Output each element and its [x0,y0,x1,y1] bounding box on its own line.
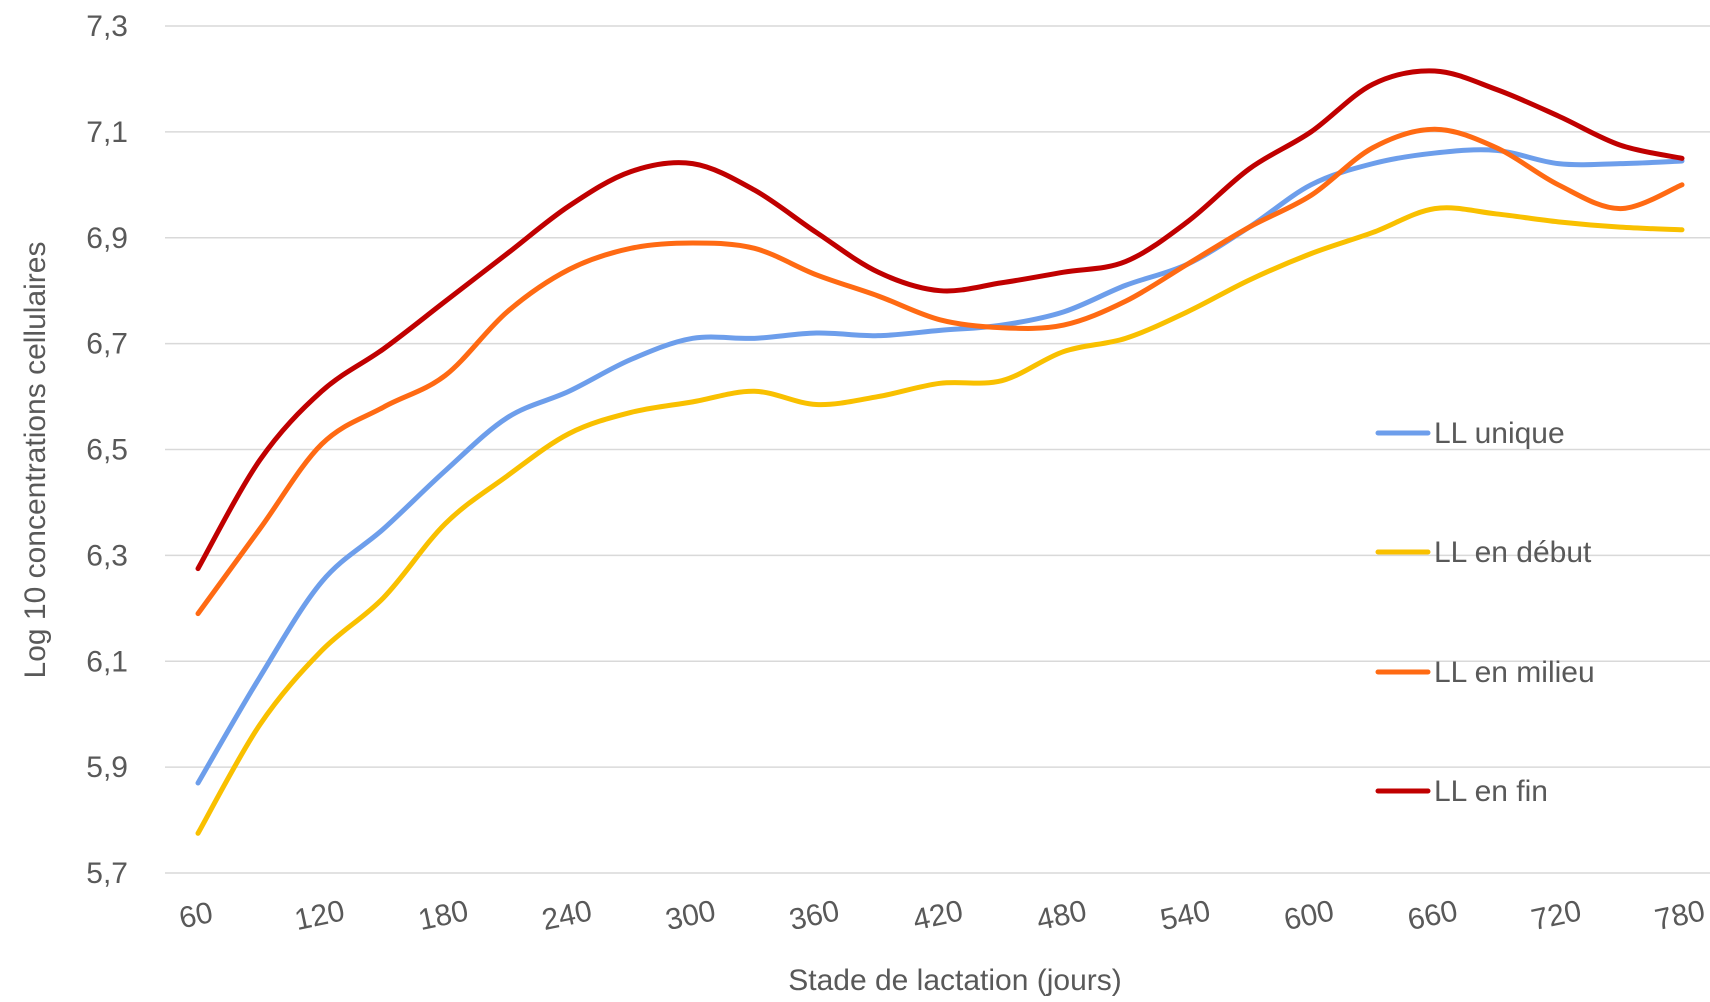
x-tick-label: 780 [1652,894,1708,937]
x-tick-label: 420 [910,894,966,937]
series-line-ll-en-milieu [195,126,1685,617]
x-tick-label: 300 [663,894,719,937]
series-line-ll-en-fin [195,68,1685,572]
y-tick-label: 6,7 [86,328,128,361]
x-tick-label: 240 [539,894,595,937]
x-tick-label: 120 [292,894,348,937]
x-tick-label: 660 [1405,894,1461,937]
x-tick-label: 720 [1528,894,1584,937]
y-tick-label: 5,7 [86,857,128,890]
x-tick-labels: 60 120 180 240 300 360 420 480 540 600 660 720 780 [176,894,1708,937]
series-line-ll-en-d-but [195,205,1685,836]
legend-label: LL en fin [1434,775,1548,808]
y-axis-title: Log 10 concentrations cellulaires [19,242,52,679]
legend-item-ll-en-fin: LL en fin [1375,775,1548,808]
x-tick-label: 360 [786,894,842,937]
x-tick-label: 180 [415,894,471,937]
x-tick-label: 480 [1034,894,1090,937]
legend-label: LL unique [1434,417,1565,450]
y-tick-labels: 5,7 5,9 6,1 6,3 6,5 6,7 6,9 7,1 7,3 [86,10,128,890]
y-tick-label: 6,3 [86,539,128,572]
legend-item-ll-unique: LL unique [1375,417,1565,450]
legend-item-ll-en-milieu: LL en milieu [1375,656,1595,689]
x-tick-label: 600 [1281,894,1337,937]
y-tick-label: 6,5 [86,434,128,467]
x-tick-label: 540 [1157,894,1213,937]
x-tick-label: 60 [176,896,216,935]
y-tick-label: 5,9 [86,751,128,784]
legend: LL unique LL en début LL en milieu LL en fi… [1375,417,1595,808]
legend-item-ll-en-d-but: LL en début [1375,536,1592,569]
gridlines [165,25,1710,874]
y-tick-label: 7,1 [86,116,128,149]
series-line-ll-unique [195,147,1685,786]
y-tick-label: 7,3 [86,10,128,43]
series-lines [195,68,1685,836]
legend-label: LL en milieu [1434,656,1595,689]
legend-label: LL en début [1434,536,1592,569]
x-axis-title: Stade de lactation (jours) [788,964,1122,997]
y-tick-label: 6,9 [86,222,128,255]
y-tick-label: 6,1 [86,645,128,678]
